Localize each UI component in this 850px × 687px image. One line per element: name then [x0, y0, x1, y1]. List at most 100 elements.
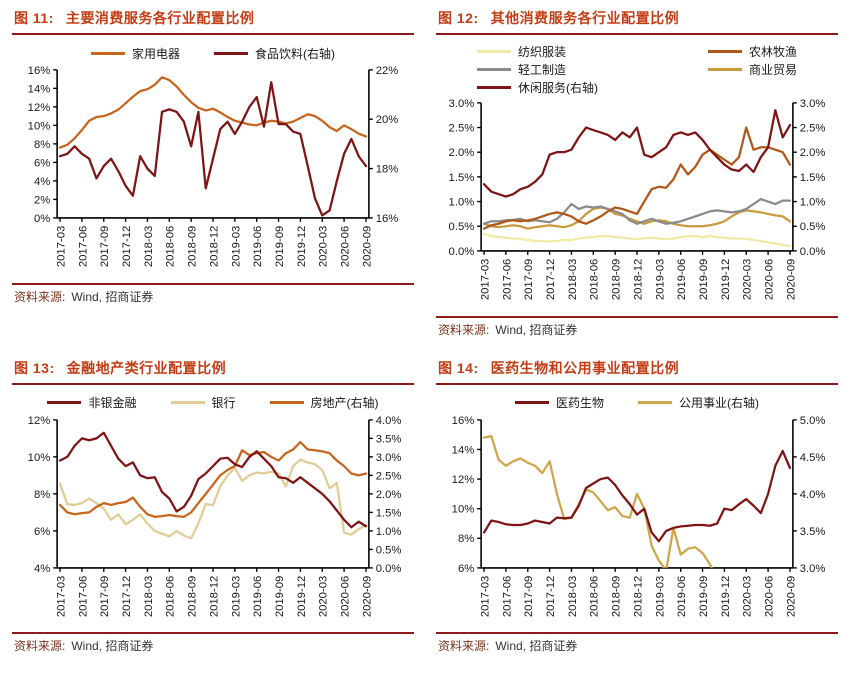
svg-text:6%: 6% [34, 525, 50, 537]
svg-text:2020-06: 2020-06 [764, 575, 776, 616]
legend-label: 食品饮料(右轴) [255, 46, 335, 61]
legend-label: 家用电器 [131, 46, 180, 61]
legend-label: 休闲服务(右轴) [517, 81, 598, 95]
svg-text:2019-03: 2019-03 [654, 575, 666, 616]
svg-text:2020-06: 2020-06 [764, 259, 776, 300]
legend-item: 银行 [170, 394, 236, 411]
svg-text:2019-06: 2019-06 [252, 226, 264, 267]
svg-text:14%: 14% [452, 444, 475, 456]
svg-text:2.0%: 2.0% [449, 147, 475, 159]
svg-text:2.0%: 2.0% [800, 147, 826, 159]
svg-text:4.0%: 4.0% [800, 488, 826, 500]
figure-14-title: 图 14: 医药生物和公用事业配置比例 [436, 356, 838, 385]
svg-text:16%: 16% [376, 213, 399, 225]
legend-line-swatch-icon [47, 401, 82, 405]
svg-text:2018-06: 2018-06 [589, 575, 601, 616]
svg-text:1.5%: 1.5% [449, 172, 475, 184]
legend-label: 房地产(右轴) [310, 396, 379, 411]
svg-text:14%: 14% [28, 83, 51, 95]
legend-line-swatch-icon [476, 86, 511, 89]
svg-text:8%: 8% [34, 488, 50, 500]
svg-text:2018-03: 2018-03 [567, 259, 579, 300]
svg-text:2017-06: 2017-06 [501, 575, 513, 616]
figure-11-line-chart: 0% 2% 4% 6% 8% 10% 12% 14% 16% 16% 18% 20% 22% 2017-0… [28, 65, 399, 267]
figure-12-source: 资料来源: Wind, 招商证券 [436, 315, 838, 338]
svg-text:12%: 12% [452, 474, 475, 486]
source-label: 资料来源: [438, 639, 490, 654]
svg-text:0.0%: 0.0% [800, 246, 826, 258]
svg-text:2018-12: 2018-12 [632, 259, 644, 300]
legend-item: 房地产(右轴) [269, 394, 379, 411]
legend-line-swatch-icon [269, 401, 304, 405]
svg-text:2020-09: 2020-09 [785, 259, 797, 300]
svg-text:2019-12: 2019-12 [720, 575, 732, 616]
svg-text:0.5%: 0.5% [449, 221, 475, 233]
figure-14-line-chart: 6% 8% 10% 12% 14% 16% 3.0% 3.5% 4.0% 4.5% 5.0% 2017… [452, 414, 826, 616]
svg-text:2018-12: 2018-12 [632, 575, 644, 616]
legend-line-swatch-icon [638, 401, 672, 405]
figure-number: 图 13: [14, 359, 55, 376]
figure-14-source: 资料来源: Wind, 招商证券 [436, 632, 838, 654]
svg-text:1.0%: 1.0% [376, 525, 402, 537]
figure-title-text: 医药生物和公用事业配置比例 [490, 359, 680, 376]
legend-item: 商业贸易 [707, 61, 797, 78]
svg-text:4%: 4% [34, 176, 50, 188]
legend-item: 家用电器 [90, 45, 180, 62]
legend-label: 银行 [211, 396, 236, 411]
svg-text:2020-09: 2020-09 [361, 226, 373, 267]
svg-text:18%: 18% [376, 163, 399, 175]
legend-item: 农林牧渔 [707, 43, 797, 60]
source-value: Wind, 招商证券 [71, 289, 154, 304]
svg-text:1.0%: 1.0% [800, 196, 826, 208]
svg-text:0%: 0% [34, 213, 50, 225]
svg-text:0.5%: 0.5% [800, 221, 826, 233]
source-value: Wind, 招商证券 [495, 639, 578, 654]
svg-text:2019-03: 2019-03 [230, 226, 242, 267]
svg-text:22%: 22% [376, 65, 399, 77]
legend-label: 纺织服装 [517, 45, 566, 59]
svg-text:2020-03: 2020-03 [318, 226, 330, 267]
legend-line-swatch-icon [214, 51, 248, 55]
svg-text:2017-03: 2017-03 [55, 226, 67, 267]
svg-text:3.0%: 3.0% [376, 451, 402, 463]
svg-text:2017-09: 2017-09 [523, 575, 535, 616]
svg-text:3.0%: 3.0% [800, 562, 826, 574]
svg-text:10%: 10% [452, 503, 475, 515]
svg-text:10%: 10% [28, 451, 51, 463]
svg-text:2018-06: 2018-06 [589, 259, 601, 300]
source-value: Wind, 招商证券 [495, 322, 578, 337]
svg-text:2017-12: 2017-12 [121, 575, 133, 616]
svg-text:2020-03: 2020-03 [318, 575, 330, 616]
figure-13-line-chart: 4% 6% 8% 10% 12% 0.0% 0.5% 1.0% 1.5% 2.0% 2.5% 3.0%… [28, 414, 402, 616]
svg-text:2019-06: 2019-06 [676, 259, 688, 300]
svg-text:20%: 20% [376, 114, 399, 126]
legend-item: 食品饮料(右轴) [214, 45, 335, 62]
svg-text:2019-03: 2019-03 [654, 259, 666, 300]
legend-line-swatch-icon [707, 68, 742, 71]
legend-item: 休闲服务(右轴) [476, 79, 598, 96]
svg-text:2.5%: 2.5% [449, 122, 475, 134]
legend-label: 公用事业(右轴) [679, 396, 759, 411]
svg-text:2020-09: 2020-09 [785, 575, 797, 616]
legend-line-swatch-icon [90, 51, 125, 55]
figure-11: 图 11: 主要消费服务各行业配置比例 家用电器 食品饮料(右轴) 0% 2% 4% 6%… [12, 6, 414, 338]
svg-text:2.5%: 2.5% [376, 470, 402, 482]
svg-text:2019-03: 2019-03 [230, 575, 242, 616]
source-label: 资料来源: [438, 322, 490, 337]
svg-text:2019-09: 2019-09 [698, 575, 710, 616]
legend-item: 纺织服装 [476, 43, 598, 60]
legend-line-swatch-icon [514, 401, 549, 405]
svg-text:2.0%: 2.0% [376, 488, 402, 500]
figure-13-source: 资料来源: Wind, 招商证券 [12, 632, 414, 654]
figures-grid: 图 11: 主要消费服务各行业配置比例 家用电器 食品饮料(右轴) 0% 2% 4% 6%… [12, 6, 838, 654]
svg-text:2017-03: 2017-03 [479, 259, 491, 300]
svg-text:2018-12: 2018-12 [208, 226, 220, 267]
svg-text:8%: 8% [458, 533, 474, 545]
svg-text:2018-06: 2018-06 [165, 575, 177, 616]
figure-12-title: 图 12: 其他消费服务各行业配置比例 [436, 6, 838, 35]
svg-text:2.5%: 2.5% [800, 122, 826, 134]
svg-text:2017-12: 2017-12 [545, 259, 557, 300]
svg-text:2018-09: 2018-09 [187, 575, 199, 616]
svg-text:2019-12: 2019-12 [296, 575, 308, 616]
svg-text:2020-09: 2020-09 [361, 575, 373, 616]
